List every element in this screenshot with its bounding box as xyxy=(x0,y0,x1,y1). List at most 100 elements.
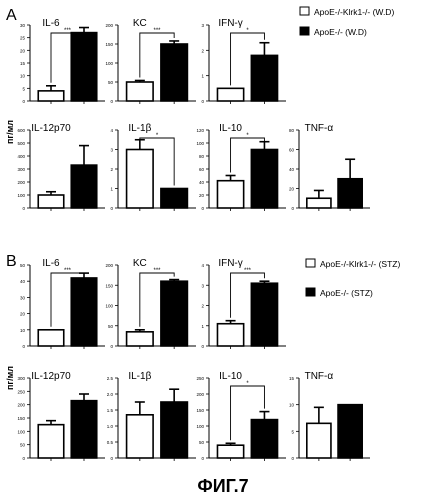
y-tick-label-b-5-3: 150 xyxy=(196,408,204,413)
bar-a-2-1 xyxy=(250,54,279,102)
subplot-title-a-5: IL-10 xyxy=(219,123,242,134)
y-tick-label-b-3-5: 250 xyxy=(17,389,25,394)
y-tick-label-b-2-3: 3 xyxy=(201,283,204,288)
y-tick-label-b-0-4: 40 xyxy=(20,279,26,284)
y-tick-label-a-3-2: 200 xyxy=(17,180,25,185)
significance-marker-a-4: * xyxy=(156,133,159,139)
y-tick-label-a-3-0: 0 xyxy=(22,206,25,211)
y-tick-label-a-5-6: 120 xyxy=(196,128,204,133)
y-tick-label-a-2-0: 0 xyxy=(201,99,204,104)
y-tick-label-a-5-0: 0 xyxy=(201,206,204,211)
legend-swatch-a-2 xyxy=(299,26,310,36)
subplot-title-b-2: IFN-γ xyxy=(218,258,242,269)
significance-marker-a-5: * xyxy=(246,133,249,139)
significance-marker-b-5: * xyxy=(246,381,249,387)
y-tick-label-b-0-2: 20 xyxy=(20,312,26,317)
bar-b-6-0 xyxy=(306,422,332,459)
bar-b-5-0 xyxy=(216,444,245,459)
legend-label-a-2: ApoE-/- (W.D) xyxy=(314,27,367,37)
bar-a-6-0 xyxy=(306,197,332,209)
y-tick-label-b-1-0: 0 xyxy=(110,344,113,349)
y-tick-label-a-4-3: 3 xyxy=(110,148,113,153)
y-tick-label-a-1-1: 50 xyxy=(108,80,114,85)
y-tick-label-b-5-4: 200 xyxy=(196,392,204,397)
y-tick-label-a-2-3: 3 xyxy=(201,23,204,28)
legend-label-b-1: ApoE-/-Klrk1-/- (STZ) xyxy=(320,259,400,269)
y-tick-label-b-0-0: 0 xyxy=(22,344,25,349)
y-tick-label-b-6-0: 0 xyxy=(291,456,294,461)
y-tick-label-b-5-1: 50 xyxy=(199,440,205,445)
y-tick-label-a-1-2: 100 xyxy=(105,61,113,66)
bar-a-6-1 xyxy=(337,177,363,209)
bar-a-5-0 xyxy=(216,179,245,209)
y-tick-label-b-4-5: 2.5 xyxy=(107,376,114,381)
y-tick-label-a-6-3: 60 xyxy=(289,148,295,153)
y-tick-label-a-0-0: 0 xyxy=(22,99,25,104)
y-tick-label-a-4-2: 2 xyxy=(110,167,113,172)
y-tick-label-a-6-2: 40 xyxy=(289,167,295,172)
y-tick-label-a-4-0: 0 xyxy=(110,206,113,211)
significance-bracket-a-5 xyxy=(230,137,265,173)
y-tick-label-b-2-0: 0 xyxy=(201,344,204,349)
bar-b-0-0 xyxy=(37,328,65,347)
subplot-title-a-3: IL-12p70 xyxy=(31,123,71,134)
y-tick-label-b-6-3: 15 xyxy=(289,376,295,381)
significance-bracket-a-4 xyxy=(139,137,175,186)
bar-a-1-0 xyxy=(125,81,154,102)
y-tick-label-a-1-4: 200 xyxy=(105,23,113,28)
y-tick-label-b-5-0: 0 xyxy=(201,456,204,461)
significance-bracket-b-5 xyxy=(230,385,265,441)
significance-bracket-a-0 xyxy=(50,32,85,83)
subplot-title-a-2: IFN-γ xyxy=(218,18,242,29)
bar-a-5-1 xyxy=(250,148,279,209)
y-tick-label-a-6-0: 0 xyxy=(291,206,294,211)
y-tick-label-a-1-0: 0 xyxy=(110,99,113,104)
subplot-title-b-6: TNF-α xyxy=(305,371,334,382)
significance-marker-a-0: *** xyxy=(64,28,72,34)
y-tick-label-b-2-2: 2 xyxy=(201,304,204,309)
subplot-title-b-1: KC xyxy=(133,258,147,269)
y-tick-label-a-0-4: 20 xyxy=(20,48,26,53)
y-tick-label-a-0-5: 25 xyxy=(20,36,26,41)
y-tick-label-b-3-1: 50 xyxy=(20,443,26,448)
significance-marker-b-1: *** xyxy=(153,268,161,274)
legend-label-b-2: ApoE-/- (STZ) xyxy=(320,288,373,298)
legend-swatch-b-2 xyxy=(305,287,316,297)
y-tick-label-a-3-1: 100 xyxy=(17,193,25,198)
y-tick-label-b-4-1: 0.5 xyxy=(107,440,114,445)
bar-a-3-1 xyxy=(70,164,98,209)
significance-marker-a-1: *** xyxy=(153,28,161,34)
figure-caption: ФИГ.7 xyxy=(197,476,248,496)
panel-label-b: B xyxy=(6,253,17,270)
subplot-title-b-3: IL-12p70 xyxy=(31,371,71,382)
bar-a-1-1 xyxy=(160,43,189,102)
bar-b-5-1 xyxy=(250,418,279,459)
subplot-title-a-4: IL-1β xyxy=(128,123,151,134)
y-tick-label-a-3-3: 300 xyxy=(17,167,25,172)
y-tick-label-b-0-3: 30 xyxy=(20,295,26,300)
y-tick-label-a-5-5: 100 xyxy=(196,141,204,146)
y-tick-label-a-4-1: 1 xyxy=(110,187,113,192)
y-tick-label-b-3-6: 300 xyxy=(17,376,25,381)
y-tick-label-a-5-3: 60 xyxy=(199,167,205,172)
legend-label-a-1: ApoE-/-Klrk1-/- (W.D) xyxy=(314,7,394,17)
legend-swatch-b-1 xyxy=(305,258,316,268)
bar-b-3-1 xyxy=(70,399,98,459)
y-tick-label-b-5-2: 100 xyxy=(196,424,204,429)
subplot-title-a-1: KC xyxy=(133,18,147,29)
y-tick-label-a-3-6: 600 xyxy=(17,128,25,133)
subplot-title-b-4: IL-1β xyxy=(128,371,151,382)
y-tick-label-a-1-3: 150 xyxy=(105,42,113,47)
significance-bracket-a-1 xyxy=(139,32,175,78)
y-tick-label-b-3-0: 0 xyxy=(22,456,25,461)
bar-a-2-0 xyxy=(216,87,245,102)
bar-a-0-0 xyxy=(37,90,65,102)
significance-marker-b-2: *** xyxy=(244,268,252,274)
bar-b-2-0 xyxy=(216,322,245,347)
y-tick-label-a-5-2: 40 xyxy=(199,180,205,185)
bar-b-1-0 xyxy=(125,331,154,347)
bar-b-4-0 xyxy=(125,413,154,459)
bar-a-3-0 xyxy=(37,194,65,209)
y-tick-label-b-4-2: 1.0 xyxy=(107,424,114,429)
y-tick-label-b-4-4: 2.0 xyxy=(107,392,114,397)
